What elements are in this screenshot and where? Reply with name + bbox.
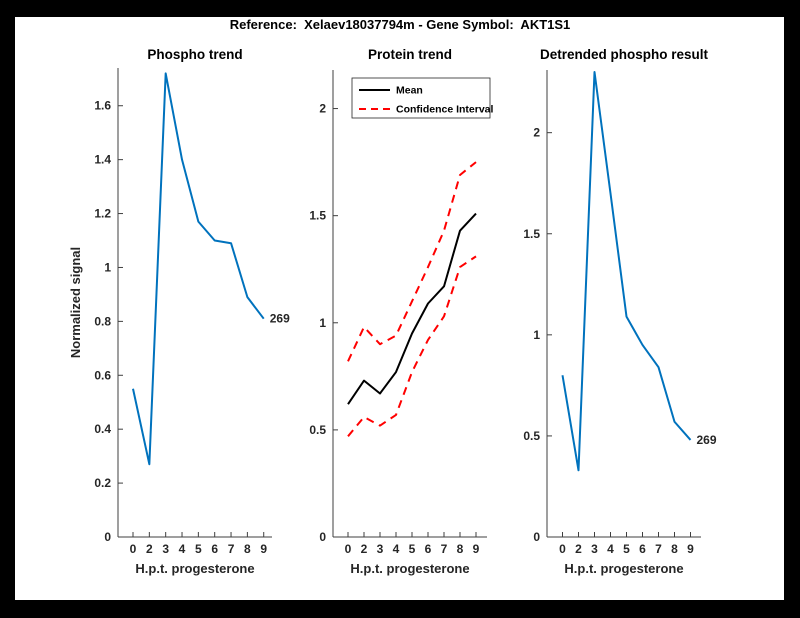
x-tick-label: 9 <box>260 542 267 556</box>
y-tick-label: 2 <box>533 126 540 140</box>
plot-title: Phospho trend <box>147 47 242 62</box>
x-tick-label: 3 <box>591 542 598 556</box>
plot-title: Protein trend <box>368 47 452 62</box>
x-tick-label: 3 <box>162 542 169 556</box>
plot-phospho-trend: 0 2 3 4 5 6 7 8 900.20.40.60.811.21.41.6Phospho … <box>68 47 290 576</box>
legend-label: Mean <box>396 85 423 97</box>
x-tick-label: 6 <box>639 542 646 556</box>
plot-title: Detrended phospho result <box>540 47 709 62</box>
legend: Mean Confidence Interval <box>351 77 494 119</box>
y-tick-label: 0.8 <box>94 314 111 328</box>
x-tick-label: 5 <box>195 542 202 556</box>
x-tick-label: 5 <box>409 542 416 556</box>
x-axis-label: H.p.t. progesterone <box>350 561 469 576</box>
phospho-trend-series-0-line <box>132 72 265 466</box>
legend-box <box>351 77 491 119</box>
x-tick-label: 8 <box>671 542 678 556</box>
x-tick-label: 4 <box>393 542 400 556</box>
data-point-label: 269 <box>697 433 717 447</box>
x-tick-label: 2 <box>146 542 153 556</box>
y-tick-label: 0.2 <box>94 476 111 490</box>
protein-trend-series-2-line <box>347 255 477 437</box>
y-tick-label: 1.4 <box>94 153 111 167</box>
x-tick-label: 8 <box>244 542 251 556</box>
legend-label: Confidence Interval <box>396 104 494 116</box>
y-tick-label: 1.2 <box>94 207 111 221</box>
figure-title: Reference: Xelaev18037794m - Gene Symbol… <box>230 17 571 32</box>
y-tick-label: 1.5 <box>309 209 326 223</box>
y-tick-label: 0 <box>104 530 111 544</box>
x-tick-label: 4 <box>179 542 186 556</box>
y-tick-label: 1 <box>104 260 111 274</box>
y-tick-label: 0.5 <box>309 423 326 437</box>
y-tick-label: 0 <box>533 530 540 544</box>
x-tick-label: 0 <box>130 542 137 556</box>
x-tick-label: 7 <box>441 542 448 556</box>
x-tick-label: 0 <box>345 542 352 556</box>
x-tick-label: 7 <box>655 542 662 556</box>
x-tick-label: 8 <box>457 542 464 556</box>
y-axis-label: Normalized signal <box>68 247 83 358</box>
x-tick-label: 6 <box>425 542 432 556</box>
x-axis-label: H.p.t. progesterone <box>135 561 254 576</box>
y-tick-label: 2 <box>319 102 326 116</box>
y-tick-label: 1 <box>533 328 540 342</box>
x-tick-label: 9 <box>473 542 480 556</box>
x-axis-label: H.p.t. progesterone <box>564 561 683 576</box>
x-tick-label: 3 <box>377 542 384 556</box>
y-tick-label: 1 <box>319 316 326 330</box>
plots-container: 0 2 3 4 5 6 7 8 900.20.40.60.811.21.41.6Phospho … <box>68 47 717 576</box>
x-tick-label: 7 <box>228 542 235 556</box>
y-tick-label: 0 <box>319 530 326 544</box>
x-tick-label: 2 <box>575 542 582 556</box>
y-tick-label: 0.5 <box>523 429 540 443</box>
y-tick-label: 0.4 <box>94 422 111 436</box>
y-tick-label: 0.6 <box>94 368 111 382</box>
protein-trend-series-0-line <box>347 212 477 405</box>
x-tick-label: 5 <box>623 542 630 556</box>
x-tick-label: 9 <box>687 542 694 556</box>
data-point-label: 269 <box>270 312 290 326</box>
x-tick-label: 0 <box>559 542 566 556</box>
protein-trend-series-1-line <box>347 161 477 362</box>
x-tick-label: 6 <box>211 542 218 556</box>
x-tick-label: 4 <box>607 542 614 556</box>
detrended-phospho-result-series-0-line <box>561 71 692 472</box>
x-tick-label: 2 <box>361 542 368 556</box>
y-tick-label: 1.6 <box>94 99 111 113</box>
y-tick-label: 1.5 <box>523 227 540 241</box>
